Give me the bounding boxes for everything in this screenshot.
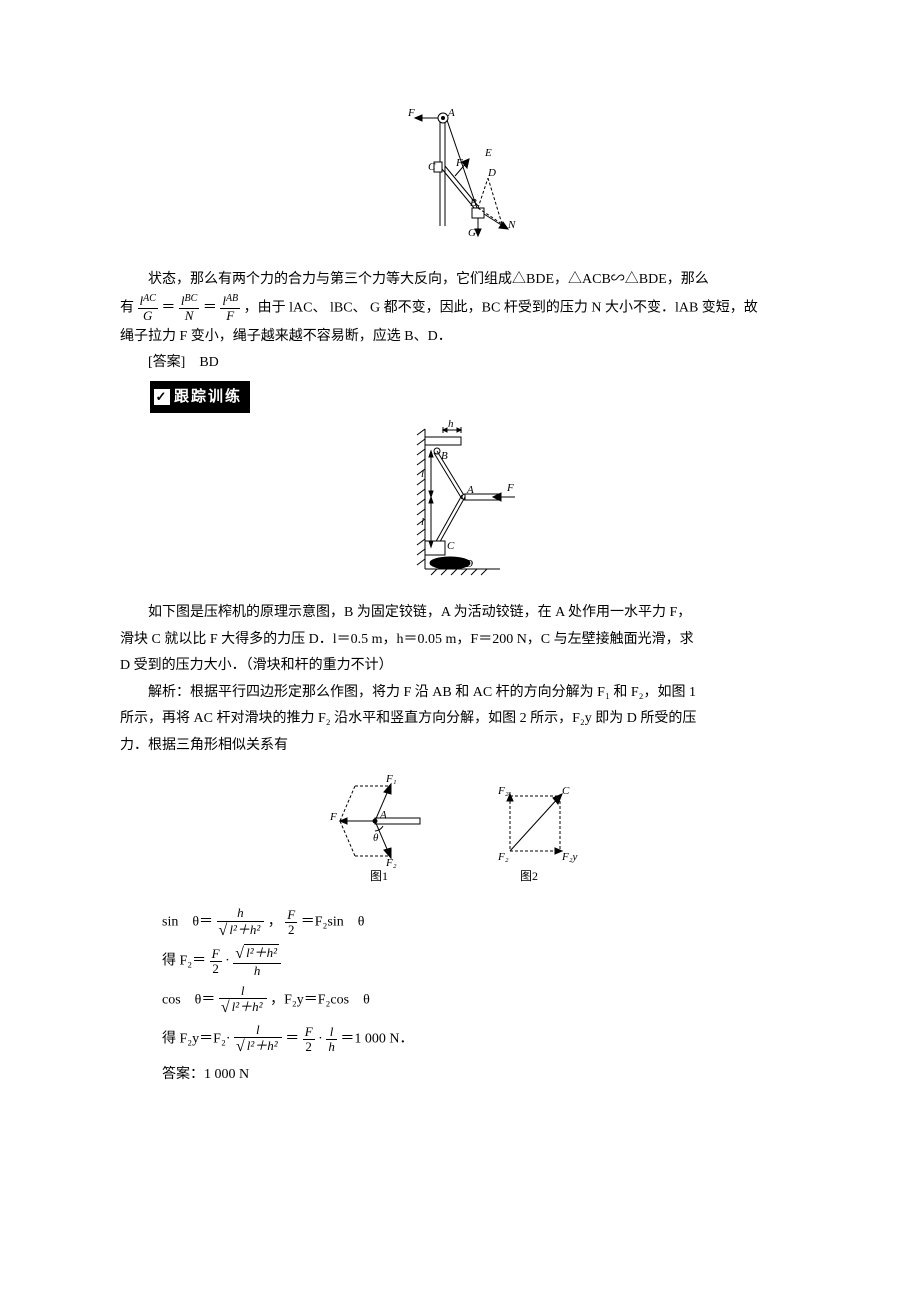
figure-2: h B l A F l C D [120, 419, 800, 590]
fig3-label-F2b: F₂ [497, 851, 509, 863]
eq1-mid: ， [268, 915, 282, 930]
fig3-label-theta: θ [373, 832, 379, 844]
eq1-lhs: sin θ＝ [162, 915, 213, 930]
para-2: 绳子拉力 F 变小，绳子越来越不容易断，应选 B、D． [120, 324, 800, 351]
eq3-lhs: cos θ＝ [162, 993, 215, 1008]
fig2-label-D: D [464, 558, 473, 570]
fig1-label-F: F [407, 107, 415, 119]
para-5: D 受到的压力大小．（滑块和杆的重力不计） [120, 653, 800, 680]
fig1-label-Fmid: F [455, 157, 463, 169]
fig1-label-B: B [470, 197, 477, 209]
figure-3: F₁ F A θ F₂ 图1 [120, 766, 800, 897]
eq4-lhs: 得 F₂y＝F₂· [162, 1032, 231, 1047]
eq4-frac1: l √l²＋h² [234, 1023, 282, 1056]
answer-1: [答案] BD [120, 350, 800, 377]
fig2-label-C: C [447, 540, 455, 552]
fig1-label-E: E [484, 147, 492, 159]
fig3-caption-1: 图1 [370, 869, 388, 883]
frac-lbc-n: lBC N [179, 293, 199, 324]
eq-3: cos θ＝ l √l²＋h² ，F₂y＝F₂cos θ [162, 984, 800, 1017]
eq4-frac2: F 2 [303, 1025, 315, 1055]
eq3-frac1: l √l²＋h² [219, 984, 267, 1017]
fig3-label-F: F [329, 811, 337, 823]
fig2-label-h: h [448, 419, 454, 430]
eq3-mid: ，F₂y＝F₂cos θ [270, 993, 370, 1008]
formula-tail: ，由于 lAC、 lBC、 G 都不变，因此，BC 杆受到的压力 N 大小不变．… [244, 301, 758, 316]
banner-row: ✓跟踪训练 [120, 377, 800, 414]
fig2-label-B: B [441, 450, 448, 462]
equation-block: sin θ＝ h √l²＋h² ， F 2 ＝F₂sin θ 得 F₂＝ F 2… [162, 906, 800, 1088]
eq-2: 得 F₂＝ F 2 · √l²＋h² h [162, 945, 800, 978]
para-7: 所示，再将 AC 杆对滑块的推力 F₂ 沿水平和竖直方向分解，如图 2 所示，F… [120, 706, 800, 733]
eq4-tail: ＝1 000 N． [340, 1032, 413, 1047]
fig3-label-F1: F₁ [385, 773, 397, 785]
para-6: 解析：根据平行四边形定那么作图，将力 F 沿 AB 和 AC 杆的方向分解为 F… [120, 680, 800, 707]
fig3-label-F2y: F₂y [561, 851, 578, 863]
frac-lab-f: lAB F [220, 293, 240, 324]
eq-1: sin θ＝ h √l²＋h² ， F 2 ＝F₂sin θ [162, 906, 800, 939]
eq1-tail: ＝F₂sin θ [301, 915, 365, 930]
figure-1: F A E C F D B N G [120, 106, 800, 257]
check-icon: ✓ [154, 389, 170, 405]
fig2-label-A: A [466, 484, 474, 496]
fig3-caption-2: 图2 [520, 869, 538, 883]
eq2-frac2: √l²＋h² h [233, 945, 281, 978]
eq-4: 得 F₂y＝F₂· l √l²＋h² ＝ F 2 · l h ＝1 000 N． [162, 1023, 800, 1056]
frac-lac-g: lAC G [138, 293, 158, 324]
fig3-label-C: C [562, 785, 570, 797]
fig3-label-A: A [379, 809, 387, 821]
para-3: 如下图是压榨机的原理示意图，B 为固定铰链，A 为活动铰链，在 A 处作用一水平… [120, 600, 800, 627]
banner-text: 跟踪训练 [174, 388, 242, 405]
fig1-label-C: C [428, 161, 436, 173]
page: F A E C F D B N G 状态，那么有两个力的合力与第三个力等大反向，… [0, 0, 920, 1302]
eq4-dot: · [318, 1032, 323, 1047]
eq2-frac1: F 2 [210, 947, 222, 977]
fig1-label-G: G [468, 227, 476, 239]
eq2-dot: · [225, 954, 230, 969]
fig3-label-F2x: F₂ₓ [497, 785, 512, 797]
eq4-frac3: l h [326, 1025, 337, 1055]
eq4-eq: ＝ [285, 1032, 299, 1047]
para-1: 状态，那么有两个力的合力与第三个力等大反向，它们组成△BDE，△ACB∽△BDE… [120, 267, 800, 294]
eq1-frac1: h √l²＋h² [217, 906, 265, 939]
formula-line-1: 有 lAC G ＝ lBC N ＝ lAB F ，由于 lAC、 lBC、 G … [120, 293, 800, 324]
answer-2: 答案：1 000 N [162, 1062, 800, 1089]
fig3-label-F2: F₂ [385, 857, 397, 869]
follow-up-banner: ✓跟踪训练 [150, 381, 250, 414]
answer-1-label: [答案] [148, 355, 185, 370]
eq1-frac2: F 2 [285, 908, 297, 938]
fig2-label-F: F [506, 482, 514, 494]
para-8: 力．根据三角形相似关系有 [120, 733, 800, 760]
fig1-label-D: D [487, 167, 496, 179]
para-4: 滑块 C 就以比 F 大得多的力压 D．l＝0.5 m，h＝0.05 m，F＝2… [120, 627, 800, 654]
fig2-label-l1: l [421, 468, 424, 480]
fig1-label-N: N [507, 219, 516, 231]
answer-1-value: BD [199, 355, 218, 370]
fig2-label-l2: l [421, 516, 424, 528]
fig1-label-A: A [447, 107, 455, 119]
eq2-lhs: 得 F₂＝ [162, 954, 206, 969]
